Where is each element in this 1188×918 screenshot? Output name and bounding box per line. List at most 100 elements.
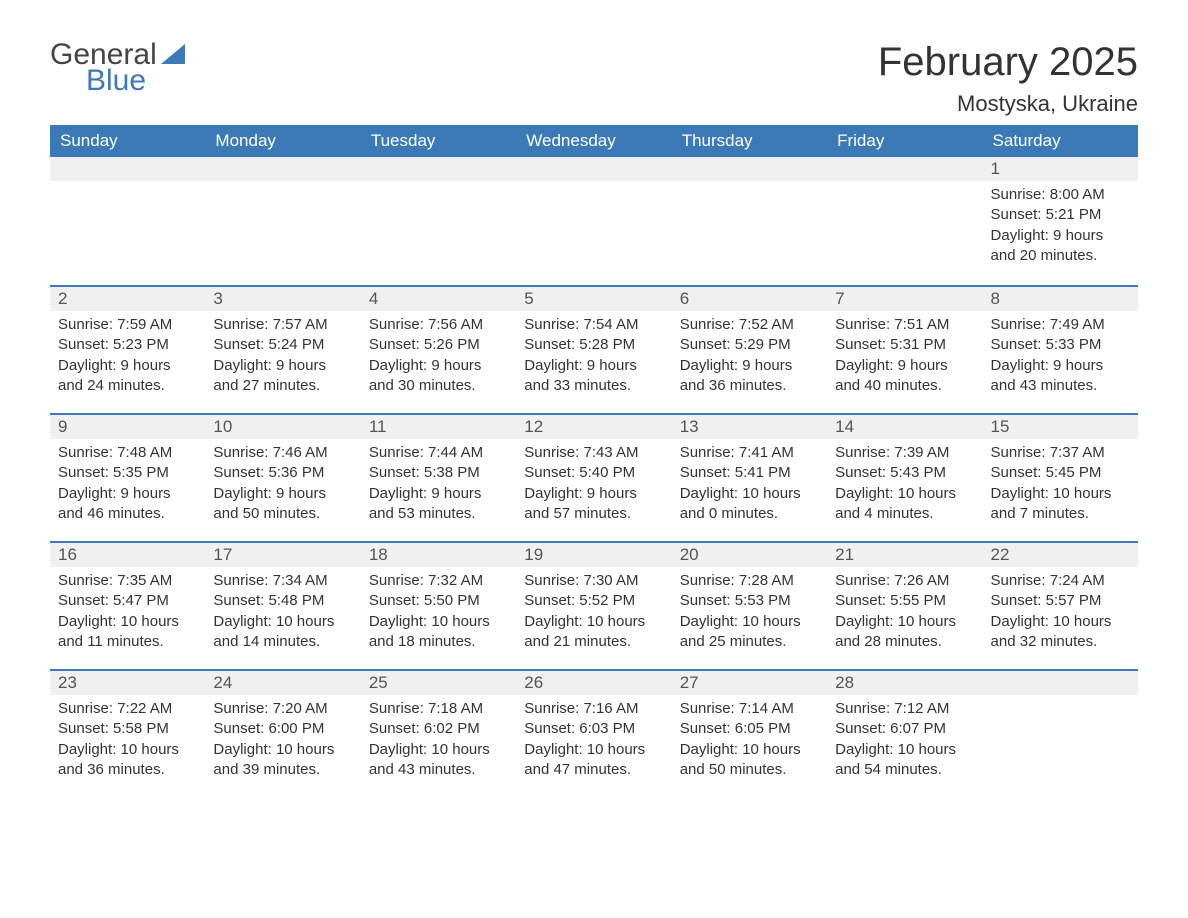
calendar-day-cell: 3Sunrise: 7:57 AMSunset: 5:24 PMDaylight… bbox=[205, 285, 360, 413]
calendar-day-cell: 25Sunrise: 7:18 AMSunset: 6:02 PMDayligh… bbox=[361, 669, 516, 797]
day-number: 21 bbox=[827, 541, 982, 567]
daylight-text: Daylight: 10 hours and 36 minutes. bbox=[58, 740, 197, 781]
day-number: 17 bbox=[205, 541, 360, 567]
day-content: Sunrise: 7:37 AMSunset: 5:45 PMDaylight:… bbox=[983, 439, 1138, 534]
day-content: Sunrise: 7:24 AMSunset: 5:57 PMDaylight:… bbox=[983, 567, 1138, 662]
sunset-text: Sunset: 5:45 PM bbox=[991, 463, 1130, 483]
sunset-text: Sunset: 5:23 PM bbox=[58, 335, 197, 355]
daylight-text: Daylight: 10 hours and 11 minutes. bbox=[58, 612, 197, 653]
daylight-text: Daylight: 9 hours and 20 minutes. bbox=[991, 226, 1130, 267]
sunset-text: Sunset: 5:38 PM bbox=[369, 463, 508, 483]
day-content: Sunrise: 7:22 AMSunset: 5:58 PMDaylight:… bbox=[50, 695, 205, 790]
day-number: 5 bbox=[516, 285, 671, 311]
day-number: 19 bbox=[516, 541, 671, 567]
daylight-text: Daylight: 9 hours and 24 minutes. bbox=[58, 356, 197, 397]
daylight-text: Daylight: 10 hours and 14 minutes. bbox=[213, 612, 352, 653]
logo-flag-icon bbox=[161, 44, 187, 66]
day-content: Sunrise: 7:32 AMSunset: 5:50 PMDaylight:… bbox=[361, 567, 516, 662]
weekday-header: Tuesday bbox=[361, 125, 516, 157]
weekday-header: Sunday bbox=[50, 125, 205, 157]
location-label: Mostyska, Ukraine bbox=[878, 91, 1138, 117]
day-content: Sunrise: 7:57 AMSunset: 5:24 PMDaylight:… bbox=[205, 311, 360, 406]
daylight-text: Daylight: 9 hours and 53 minutes. bbox=[369, 484, 508, 525]
day-content: Sunrise: 7:54 AMSunset: 5:28 PMDaylight:… bbox=[516, 311, 671, 406]
day-number: 4 bbox=[361, 285, 516, 311]
weekday-header: Thursday bbox=[672, 125, 827, 157]
day-number: 12 bbox=[516, 413, 671, 439]
day-number: 9 bbox=[50, 413, 205, 439]
weekday-header: Wednesday bbox=[516, 125, 671, 157]
day-content: Sunrise: 7:46 AMSunset: 5:36 PMDaylight:… bbox=[205, 439, 360, 534]
day-content: Sunrise: 7:14 AMSunset: 6:05 PMDaylight:… bbox=[672, 695, 827, 790]
day-number: 20 bbox=[672, 541, 827, 567]
calendar-day-cell: 4Sunrise: 7:56 AMSunset: 5:26 PMDaylight… bbox=[361, 285, 516, 413]
day-number bbox=[205, 157, 360, 181]
calendar-day-cell: 16Sunrise: 7:35 AMSunset: 5:47 PMDayligh… bbox=[50, 541, 205, 669]
day-number: 18 bbox=[361, 541, 516, 567]
calendar-day-cell: 13Sunrise: 7:41 AMSunset: 5:41 PMDayligh… bbox=[672, 413, 827, 541]
calendar-day-cell: 2Sunrise: 7:59 AMSunset: 5:23 PMDaylight… bbox=[50, 285, 205, 413]
sunset-text: Sunset: 5:35 PM bbox=[58, 463, 197, 483]
day-content: Sunrise: 7:59 AMSunset: 5:23 PMDaylight:… bbox=[50, 311, 205, 406]
calendar-day-cell: 23Sunrise: 7:22 AMSunset: 5:58 PMDayligh… bbox=[50, 669, 205, 797]
sunrise-text: Sunrise: 7:18 AM bbox=[369, 699, 508, 719]
weekday-header: Friday bbox=[827, 125, 982, 157]
sunset-text: Sunset: 5:26 PM bbox=[369, 335, 508, 355]
day-number: 13 bbox=[672, 413, 827, 439]
day-content: Sunrise: 7:30 AMSunset: 5:52 PMDaylight:… bbox=[516, 567, 671, 662]
calendar-day-cell: 20Sunrise: 7:28 AMSunset: 5:53 PMDayligh… bbox=[672, 541, 827, 669]
day-number: 11 bbox=[361, 413, 516, 439]
daylight-text: Daylight: 10 hours and 43 minutes. bbox=[369, 740, 508, 781]
sunrise-text: Sunrise: 7:22 AM bbox=[58, 699, 197, 719]
calendar-empty-cell bbox=[983, 669, 1138, 797]
daylight-text: Daylight: 10 hours and 32 minutes. bbox=[991, 612, 1130, 653]
day-number: 26 bbox=[516, 669, 671, 695]
calendar-day-cell: 12Sunrise: 7:43 AMSunset: 5:40 PMDayligh… bbox=[516, 413, 671, 541]
calendar-empty-cell bbox=[50, 157, 205, 285]
sunset-text: Sunset: 5:50 PM bbox=[369, 591, 508, 611]
sunrise-text: Sunrise: 7:59 AM bbox=[58, 315, 197, 335]
weekday-header-row: SundayMondayTuesdayWednesdayThursdayFrid… bbox=[50, 125, 1138, 157]
sunrise-text: Sunrise: 7:24 AM bbox=[991, 571, 1130, 591]
sunset-text: Sunset: 5:52 PM bbox=[524, 591, 663, 611]
daylight-text: Daylight: 9 hours and 36 minutes. bbox=[680, 356, 819, 397]
daylight-text: Daylight: 10 hours and 47 minutes. bbox=[524, 740, 663, 781]
daylight-text: Daylight: 10 hours and 7 minutes. bbox=[991, 484, 1130, 525]
day-number: 3 bbox=[205, 285, 360, 311]
calendar-day-cell: 8Sunrise: 7:49 AMSunset: 5:33 PMDaylight… bbox=[983, 285, 1138, 413]
sunset-text: Sunset: 6:05 PM bbox=[680, 719, 819, 739]
calendar-day-cell: 28Sunrise: 7:12 AMSunset: 6:07 PMDayligh… bbox=[827, 669, 982, 797]
calendar-day-cell: 19Sunrise: 7:30 AMSunset: 5:52 PMDayligh… bbox=[516, 541, 671, 669]
daylight-text: Daylight: 10 hours and 21 minutes. bbox=[524, 612, 663, 653]
day-content: Sunrise: 7:49 AMSunset: 5:33 PMDaylight:… bbox=[983, 311, 1138, 406]
sunset-text: Sunset: 5:53 PM bbox=[680, 591, 819, 611]
sunrise-text: Sunrise: 7:49 AM bbox=[991, 315, 1130, 335]
calendar-day-cell: 21Sunrise: 7:26 AMSunset: 5:55 PMDayligh… bbox=[827, 541, 982, 669]
sunset-text: Sunset: 5:28 PM bbox=[524, 335, 663, 355]
sunrise-text: Sunrise: 8:00 AM bbox=[991, 185, 1130, 205]
calendar-empty-cell bbox=[827, 157, 982, 285]
day-content: Sunrise: 7:43 AMSunset: 5:40 PMDaylight:… bbox=[516, 439, 671, 534]
sunset-text: Sunset: 6:03 PM bbox=[524, 719, 663, 739]
day-number: 24 bbox=[205, 669, 360, 695]
daylight-text: Daylight: 10 hours and 18 minutes. bbox=[369, 612, 508, 653]
sunset-text: Sunset: 5:24 PM bbox=[213, 335, 352, 355]
sunset-text: Sunset: 5:41 PM bbox=[680, 463, 819, 483]
sunrise-text: Sunrise: 7:48 AM bbox=[58, 443, 197, 463]
calendar-week-row: 2Sunrise: 7:59 AMSunset: 5:23 PMDaylight… bbox=[50, 285, 1138, 413]
daylight-text: Daylight: 9 hours and 46 minutes. bbox=[58, 484, 197, 525]
calendar-day-cell: 14Sunrise: 7:39 AMSunset: 5:43 PMDayligh… bbox=[827, 413, 982, 541]
day-number: 16 bbox=[50, 541, 205, 567]
day-number: 2 bbox=[50, 285, 205, 311]
calendar-day-cell: 11 Sunrise: 7:44 AMSunset: 5:38 PMDayligh… bbox=[361, 413, 516, 541]
day-number: 22 bbox=[983, 541, 1138, 567]
day-content: Sunrise: 7:18 AMSunset: 6:02 PMDaylight:… bbox=[361, 695, 516, 790]
sunrise-text: Sunrise: 7:44 AM bbox=[369, 443, 508, 463]
page-header: General Blue February 2025 Mostyska, Ukr… bbox=[50, 40, 1138, 117]
day-content: Sunrise: 7:56 AMSunset: 5:26 PMDaylight:… bbox=[361, 311, 516, 406]
calendar-day-cell: 26Sunrise: 7:16 AMSunset: 6:03 PMDayligh… bbox=[516, 669, 671, 797]
title-block: February 2025 Mostyska, Ukraine bbox=[878, 40, 1138, 117]
sunrise-text: Sunrise: 7:26 AM bbox=[835, 571, 974, 591]
calendar-week-row: 9Sunrise: 7:48 AMSunset: 5:35 PMDaylight… bbox=[50, 413, 1138, 541]
day-number bbox=[361, 157, 516, 181]
